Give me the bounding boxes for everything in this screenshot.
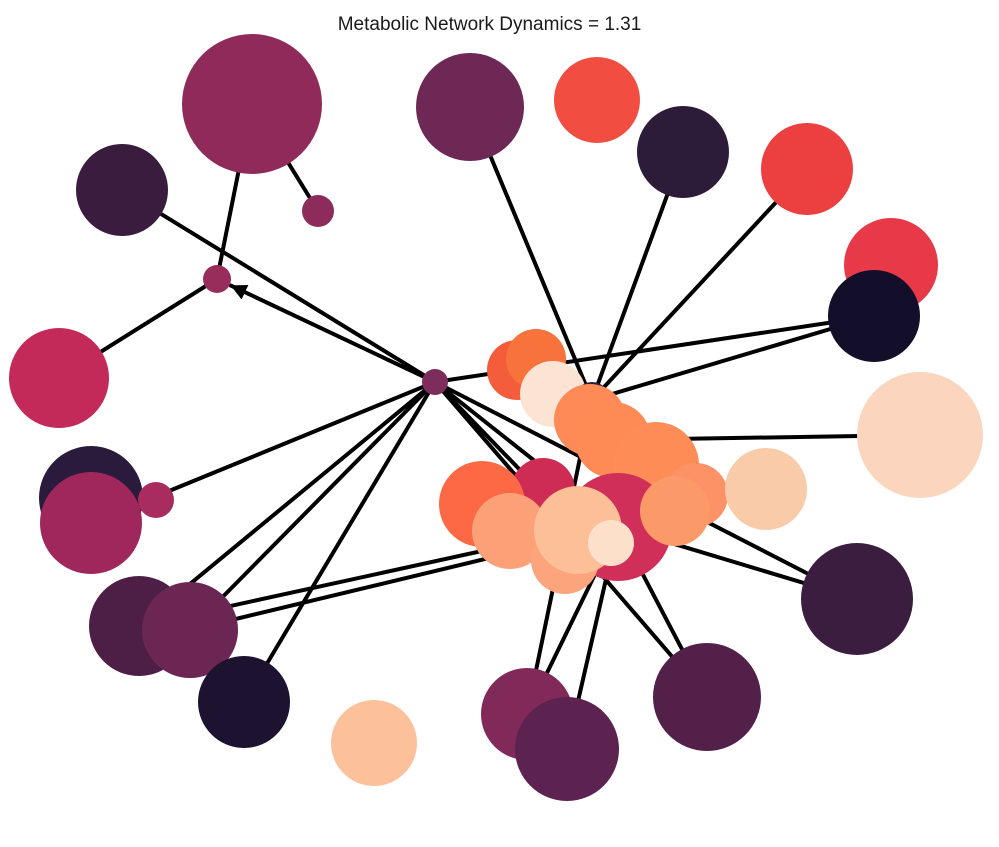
node-n24 [515,697,619,801]
edge-n14-n08 [228,283,437,384]
node-n10 [828,270,920,362]
node-n12 [857,372,983,498]
node-n21 [331,700,417,786]
node-n15 [40,472,142,574]
node-n01 [182,34,322,174]
node-n19 [142,582,238,678]
node-n04 [637,106,729,198]
node-n08 [203,265,231,293]
node-n03 [554,57,640,143]
node-n40 [588,520,634,566]
edge-n14-n15 [137,380,437,506]
chart-title: Metabolic Network Dynamics = 1.31 [337,14,642,35]
node-n05 [761,123,853,215]
node-n11 [9,328,109,428]
node-n41 [640,476,710,546]
node-n37 [472,493,548,569]
node-n06 [76,144,168,236]
edge-n14-n19 [188,380,437,632]
node-layer [9,34,983,801]
edge-n10-n28 [590,314,876,402]
node-n14 [422,369,448,395]
edge-n06-n14 [120,188,437,384]
node-n22 [653,643,761,751]
node-n16 [138,482,174,518]
edge-n14-n20 [242,380,437,704]
node-n02 [416,53,524,161]
node-n20 [198,656,290,748]
node-n07 [302,195,334,227]
node-n17 [801,543,913,655]
edge-n05-n28 [590,167,809,402]
node-n35 [725,448,807,530]
